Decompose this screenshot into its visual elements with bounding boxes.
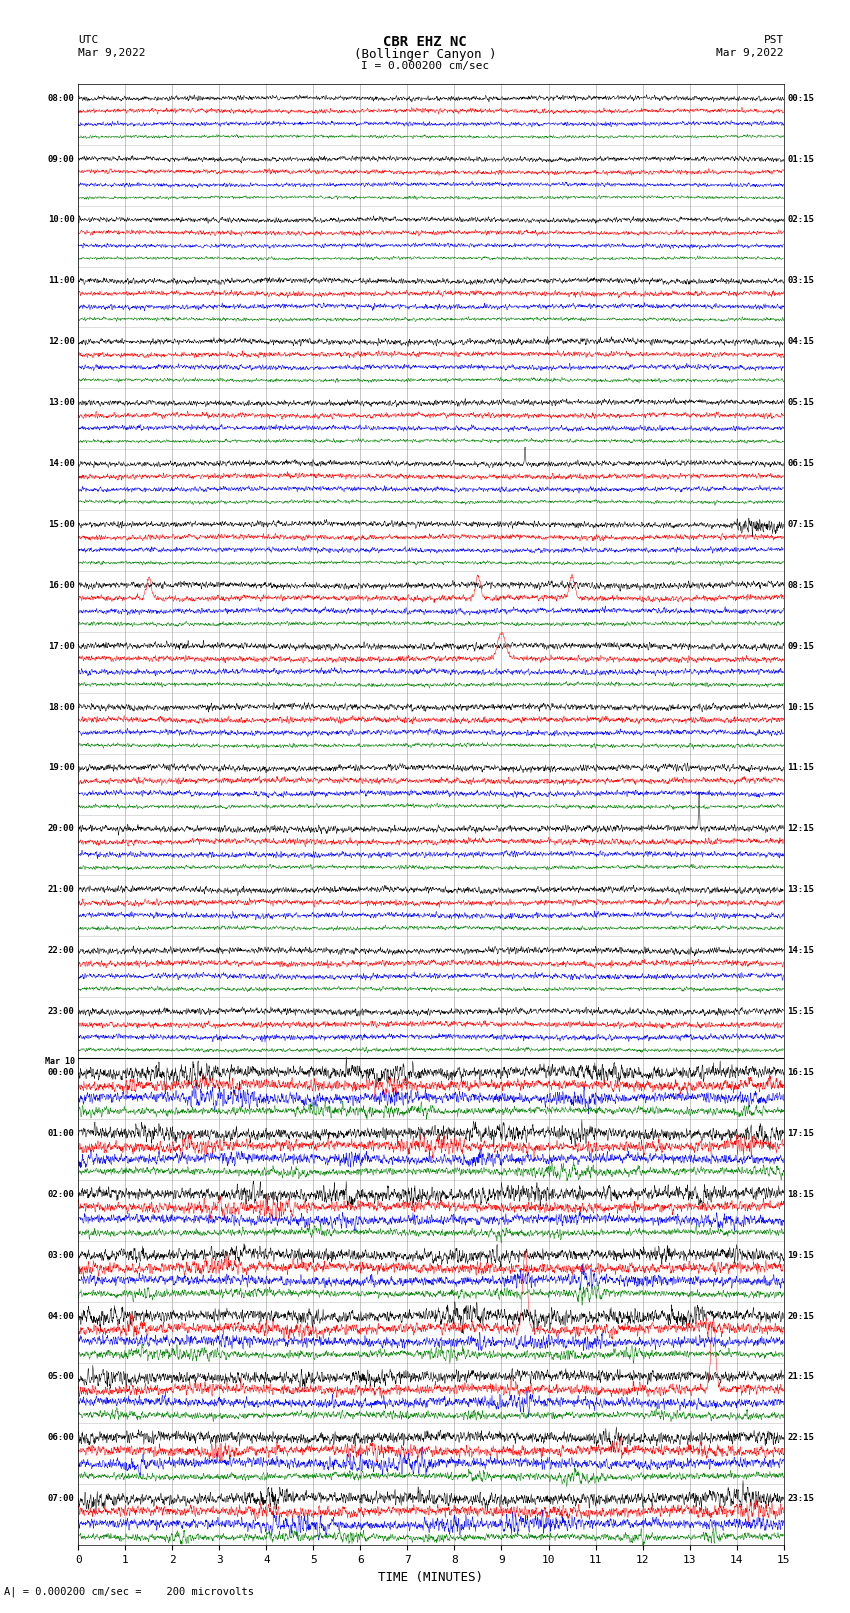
Text: 23:15: 23:15 — [787, 1494, 814, 1503]
Text: 22:15: 22:15 — [787, 1434, 814, 1442]
Text: Mar 10: Mar 10 — [45, 1057, 75, 1066]
Text: 16:15: 16:15 — [787, 1068, 814, 1077]
Text: 12:15: 12:15 — [787, 824, 814, 834]
Text: 14:00: 14:00 — [48, 460, 75, 468]
Text: 16:00: 16:00 — [48, 581, 75, 590]
Text: Mar 9,2022: Mar 9,2022 — [78, 48, 145, 58]
Text: 09:15: 09:15 — [787, 642, 814, 650]
Text: 12:00: 12:00 — [48, 337, 75, 347]
Text: 17:15: 17:15 — [787, 1129, 814, 1137]
Text: 06:15: 06:15 — [787, 460, 814, 468]
Text: 01:15: 01:15 — [787, 155, 814, 163]
Text: 20:00: 20:00 — [48, 824, 75, 834]
Text: 07:00: 07:00 — [48, 1494, 75, 1503]
Text: 15:15: 15:15 — [787, 1007, 814, 1016]
Text: 10:15: 10:15 — [787, 703, 814, 711]
Text: 13:15: 13:15 — [787, 886, 814, 894]
Text: 00:00: 00:00 — [48, 1068, 75, 1077]
Text: 00:15: 00:15 — [787, 94, 814, 103]
Text: 03:15: 03:15 — [787, 276, 814, 286]
Text: 19:15: 19:15 — [787, 1250, 814, 1260]
Text: 04:00: 04:00 — [48, 1311, 75, 1321]
Text: 18:15: 18:15 — [787, 1190, 814, 1198]
Text: 02:00: 02:00 — [48, 1190, 75, 1198]
Text: 08:00: 08:00 — [48, 94, 75, 103]
Text: 18:00: 18:00 — [48, 703, 75, 711]
Text: 02:15: 02:15 — [787, 216, 814, 224]
Text: Mar 9,2022: Mar 9,2022 — [717, 48, 784, 58]
Text: 05:15: 05:15 — [787, 398, 814, 406]
Text: 03:00: 03:00 — [48, 1250, 75, 1260]
Text: 08:15: 08:15 — [787, 581, 814, 590]
Text: 20:15: 20:15 — [787, 1311, 814, 1321]
Text: 07:15: 07:15 — [787, 519, 814, 529]
Text: I = 0.000200 cm/sec: I = 0.000200 cm/sec — [361, 61, 489, 71]
Text: 01:00: 01:00 — [48, 1129, 75, 1137]
Text: 11:15: 11:15 — [787, 763, 814, 773]
X-axis label: TIME (MINUTES): TIME (MINUTES) — [378, 1571, 484, 1584]
Text: 22:00: 22:00 — [48, 947, 75, 955]
Text: 15:00: 15:00 — [48, 519, 75, 529]
Text: 19:00: 19:00 — [48, 763, 75, 773]
Text: 06:00: 06:00 — [48, 1434, 75, 1442]
Text: 21:00: 21:00 — [48, 886, 75, 894]
Text: (Bollinger Canyon ): (Bollinger Canyon ) — [354, 48, 496, 61]
Text: UTC: UTC — [78, 35, 99, 45]
Text: CBR EHZ NC: CBR EHZ NC — [383, 35, 467, 50]
Text: 14:15: 14:15 — [787, 947, 814, 955]
Text: 04:15: 04:15 — [787, 337, 814, 347]
Text: 17:00: 17:00 — [48, 642, 75, 650]
Text: A| = 0.000200 cm/sec =    200 microvolts: A| = 0.000200 cm/sec = 200 microvolts — [4, 1586, 254, 1597]
Text: 21:15: 21:15 — [787, 1373, 814, 1381]
Text: 11:00: 11:00 — [48, 276, 75, 286]
Text: 10:00: 10:00 — [48, 216, 75, 224]
Text: 13:00: 13:00 — [48, 398, 75, 406]
Text: 05:00: 05:00 — [48, 1373, 75, 1381]
Text: 23:00: 23:00 — [48, 1007, 75, 1016]
Text: PST: PST — [763, 35, 784, 45]
Text: 09:00: 09:00 — [48, 155, 75, 163]
